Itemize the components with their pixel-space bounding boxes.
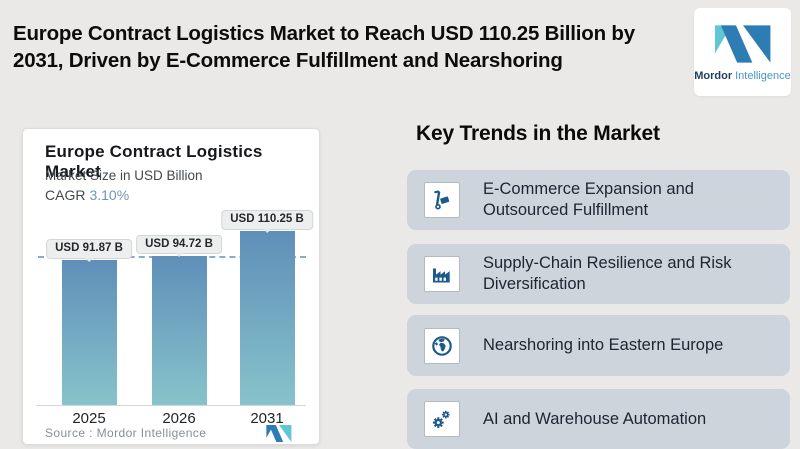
- year-label: 2026: [162, 410, 196, 427]
- chart-title: Europe Contract Logistics Market: [45, 142, 263, 181]
- trend-label: AI and Warehouse Automation: [483, 409, 707, 428]
- icon-tile: [424, 182, 460, 218]
- page-title-line2: 2031, Driven by E-Commerce Fulfillment a…: [13, 48, 563, 72]
- trend-label: Supply-Chain Resilience and Risk Diversi…: [483, 254, 732, 293]
- year-label: 2031: [250, 410, 284, 427]
- plot-area: USD 91.87 B 2025 USD 94.72 B 2026 USD 110.25…: [23, 129, 319, 444]
- trend-card-ai-automation: AI and Warehouse Automation: [407, 389, 790, 449]
- icon-tile: [424, 256, 460, 292]
- factory-icon: [433, 268, 450, 283]
- brand-name-light: Intelligence: [735, 69, 791, 82]
- x-axis-line: [36, 405, 306, 406]
- page-title: Europe Contract Logistics Market to Reac…: [13, 21, 713, 74]
- hand-truck-icon: [434, 190, 450, 210]
- trend-card-ecommerce: E-Commerce Expansion and Outsourced Fulf…: [407, 170, 790, 230]
- cagr-label: CAGR: [45, 187, 86, 203]
- bar-2025: [61, 260, 117, 405]
- trend-card-nearshoring: Nearshoring into Eastern Europe: [407, 315, 790, 376]
- bar-2026: [151, 255, 207, 405]
- chart-subtitle: Market Size in USD Billion: [45, 168, 203, 183]
- bar-value-pill: USD 94.72 B: [136, 234, 222, 258]
- mordor-mini-logo-icon: [266, 425, 292, 442]
- icon-tile: [424, 401, 460, 437]
- gears-icon: [433, 410, 450, 428]
- mordor-logo-icon: [714, 24, 770, 63]
- brand-name-bold: Mordor: [694, 69, 733, 82]
- bar-value-pill: USD 110.25 B: [221, 209, 313, 233]
- cagr-value: 3.10%: [89, 187, 130, 203]
- icon-tile: [424, 327, 460, 364]
- chart-cagr: CAGR 3.10%: [45, 187, 129, 203]
- trend-label: E-Commerce Expansion and Outsourced Fulf…: [483, 180, 694, 219]
- source-label: Source : Mordor Intelligence: [45, 426, 207, 440]
- brand-logo: Mordor Intelligence: [694, 8, 791, 96]
- trends-heading: Key Trends in the Market: [416, 122, 660, 145]
- page-title-line1: Europe Contract Logistics Market to Reac…: [13, 22, 635, 45]
- trend-card-supply-chain: Supply-Chain Resilience and Risk Diversi…: [407, 244, 790, 304]
- bar-value-pill: USD 91.87 B: [46, 239, 132, 262]
- globe-icon: [432, 335, 452, 356]
- bar-2031: [239, 230, 295, 405]
- chart-card: Europe Contract Logistics Market Market …: [22, 128, 320, 445]
- brand-logo-text: Mordor Intelligence: [694, 70, 791, 82]
- trend-label: Nearshoring into Eastern Europe: [483, 336, 724, 355]
- year-label: 2025: [72, 410, 106, 427]
